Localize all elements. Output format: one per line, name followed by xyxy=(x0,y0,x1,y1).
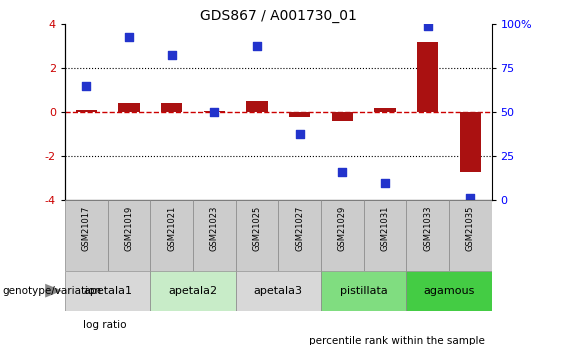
Point xyxy=(253,43,262,49)
Bar xyxy=(406,200,449,271)
Text: percentile rank within the sample: percentile rank within the sample xyxy=(309,336,485,345)
Text: GSM21029: GSM21029 xyxy=(338,206,347,251)
Bar xyxy=(374,108,396,112)
Text: GSM21031: GSM21031 xyxy=(380,206,389,251)
Bar xyxy=(449,200,492,271)
Point xyxy=(82,83,91,89)
Point xyxy=(167,52,176,58)
Point xyxy=(295,131,304,137)
Point xyxy=(380,180,389,185)
Point xyxy=(338,169,347,174)
Bar xyxy=(321,271,406,310)
Text: genotype/variation: genotype/variation xyxy=(3,286,102,296)
Text: agamous: agamous xyxy=(423,286,475,296)
Bar xyxy=(150,271,236,310)
Bar xyxy=(65,200,107,271)
Bar xyxy=(289,112,310,117)
Bar xyxy=(321,200,364,271)
Bar xyxy=(417,42,438,112)
Point xyxy=(466,195,475,201)
Text: apetala3: apetala3 xyxy=(254,286,303,296)
Bar xyxy=(364,200,406,271)
Text: pistillata: pistillata xyxy=(340,286,388,296)
Text: GSM21035: GSM21035 xyxy=(466,206,475,251)
Text: log ratio: log ratio xyxy=(83,320,127,330)
Title: GDS867 / A001730_01: GDS867 / A001730_01 xyxy=(200,9,357,23)
Text: GSM21021: GSM21021 xyxy=(167,206,176,251)
Bar xyxy=(65,271,150,310)
Text: GSM21017: GSM21017 xyxy=(82,206,91,251)
Bar xyxy=(203,111,225,112)
Bar xyxy=(107,200,150,271)
Bar xyxy=(246,101,268,112)
Bar xyxy=(76,110,97,112)
Text: GSM21019: GSM21019 xyxy=(124,206,133,251)
Text: GSM21023: GSM21023 xyxy=(210,206,219,251)
Bar xyxy=(118,104,140,112)
Bar xyxy=(193,200,236,271)
Bar xyxy=(161,104,182,112)
Text: GSM21027: GSM21027 xyxy=(295,206,304,251)
Point xyxy=(124,34,133,40)
Bar xyxy=(150,200,193,271)
Bar xyxy=(459,112,481,171)
Point xyxy=(210,109,219,115)
Bar xyxy=(406,271,492,310)
Bar xyxy=(236,200,278,271)
Bar xyxy=(236,271,321,310)
Text: GSM21033: GSM21033 xyxy=(423,206,432,251)
Bar xyxy=(279,200,321,271)
Polygon shape xyxy=(45,284,62,297)
Text: apetala2: apetala2 xyxy=(168,286,218,296)
Text: apetala1: apetala1 xyxy=(83,286,132,296)
Text: GSM21025: GSM21025 xyxy=(253,206,262,251)
Bar xyxy=(332,112,353,121)
Point xyxy=(423,23,432,29)
